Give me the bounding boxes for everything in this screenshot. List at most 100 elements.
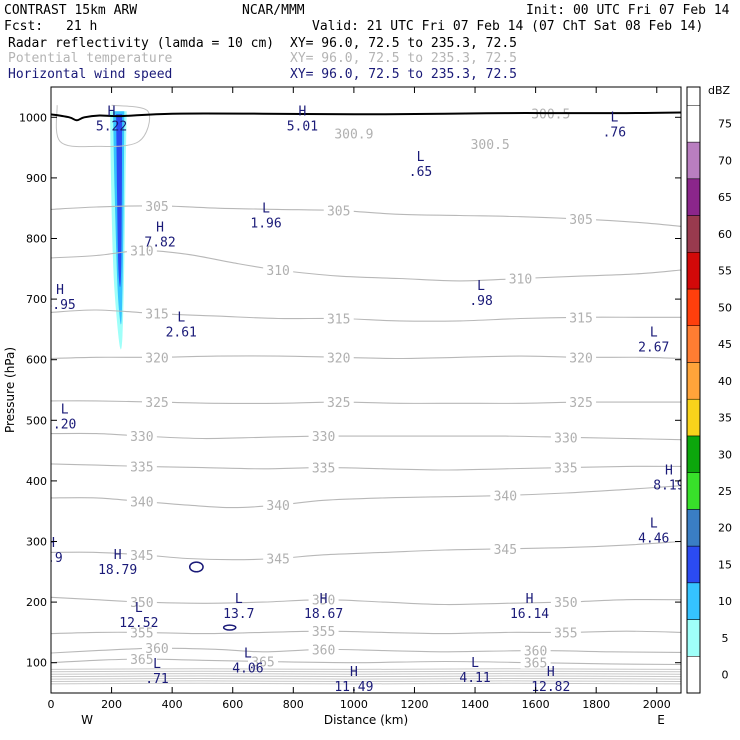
theta-label-bg — [142, 350, 173, 364]
colorbar-tick-label: 40 — [718, 375, 732, 388]
plot-frame — [50, 86, 682, 694]
wind-extremum-type: H — [114, 548, 122, 563]
colorbar-bin-60 — [686, 215, 701, 253]
theta-label-335: 335 — [554, 462, 577, 477]
wind-extremum-type: L — [153, 657, 161, 672]
theta-upper-band-line — [51, 673, 681, 675]
theta-label-bg — [520, 655, 551, 669]
wind-extremum-type: H — [156, 221, 164, 236]
wind-extremum-value: 4.11 — [459, 671, 490, 686]
wind-extremum-value: 8.19 — [653, 479, 684, 494]
theta-label-310: 310 — [130, 245, 153, 260]
x-tick-label: 0 — [48, 698, 55, 711]
theta-label-bg — [490, 488, 521, 502]
colorbar-tick-label: 65 — [718, 191, 732, 204]
colorbar-bin-20 — [686, 509, 701, 547]
wind-extremum-type: L — [61, 402, 69, 417]
x-tick-label: 1400 — [461, 698, 489, 711]
theta-label-bg — [566, 350, 597, 364]
theta-label-bg — [126, 494, 157, 508]
valid-time: Valid: 21 UTC Fri 07 Feb 14 (07 ChT Sat … — [312, 19, 703, 34]
wind-speed-contour — [188, 561, 204, 573]
org-label: NCAR/MMM — [242, 3, 305, 18]
colorbar-tick-label: 30 — [718, 448, 732, 461]
theta-label-bg — [248, 654, 279, 668]
y-tick-label: 900 — [26, 172, 47, 185]
theta-label-330: 330 — [554, 431, 577, 446]
field-xy-wind: XY= 96.0, 72.5 to 235.3, 72.5 — [290, 67, 517, 82]
wind-extremum-value: 12.82 — [531, 680, 570, 695]
x-tick-label: 200 — [101, 698, 122, 711]
colorbar-tick-label: 10 — [718, 595, 732, 608]
theta-label-360: 360 — [145, 642, 168, 657]
theta-label-305: 305 — [569, 213, 592, 228]
theta-label-bg — [126, 429, 157, 443]
theta-label-310: 310 — [266, 264, 289, 279]
figure-header: CONTRAST 15km ARW NCAR/MMM Init: 00 UTC … — [4, 3, 730, 82]
theta-label-340: 340 — [266, 499, 289, 514]
y-tick-label: 600 — [26, 354, 47, 367]
theta-upper-band-line — [51, 680, 681, 683]
theta-label-335: 335 — [130, 460, 153, 475]
theta-label-330: 330 — [312, 430, 335, 445]
theta-label-bg — [308, 429, 339, 443]
wind-extremum-value: 2.67 — [638, 340, 669, 355]
theta-label-bg — [323, 350, 354, 364]
wind-extremum-type: H — [665, 464, 673, 479]
y-tick-label: 1000 — [19, 111, 47, 124]
wind-extremum-value: .71 — [145, 672, 168, 687]
theta-label-365: 365 — [524, 657, 547, 672]
colorbar-tick-label: 0 — [722, 669, 729, 682]
theta-label-bg — [142, 198, 173, 212]
theta-label-355: 355 — [554, 626, 577, 641]
wind-extremum-type: L — [135, 601, 143, 616]
theta-label-315: 315 — [327, 312, 350, 327]
wind-extremum-type: H — [320, 592, 328, 607]
theta-upper-band-line — [51, 682, 681, 685]
y-tick-label: 500 — [26, 414, 47, 427]
colorbar-unit: dBZ — [708, 84, 731, 97]
west-label: W — [81, 713, 93, 727]
x-tick-label: 600 — [222, 698, 243, 711]
wind-extremum-value: 7.82 — [144, 236, 175, 251]
theta-label-bg — [566, 212, 597, 226]
theta-label-360: 360 — [312, 643, 335, 658]
wind-extremum-type: L — [477, 279, 485, 294]
wind-extremum-type: H — [108, 104, 116, 119]
field-name-wind: Horizontal wind speed — [8, 67, 172, 82]
wind-extremum-type: H — [298, 104, 306, 119]
colorbar-tick-label: 60 — [718, 228, 732, 241]
theta-label-bg — [550, 625, 581, 639]
y-tick-label: 400 — [26, 475, 47, 488]
x-axis-title: Distance (km) — [324, 713, 408, 727]
wind-extremum-value: 16.14 — [510, 607, 549, 622]
theta-label-bg — [550, 595, 581, 609]
wind-extremum-type: L — [244, 647, 252, 662]
wind-extremum-type: L — [650, 325, 658, 340]
east-label: E — [657, 713, 665, 727]
theta-label-340: 340 — [494, 489, 517, 504]
theta-label-bg — [263, 551, 294, 565]
wind-extremum-type: H — [56, 283, 64, 298]
colorbar-tick-label: 15 — [718, 558, 732, 571]
colorbar-tick-label: 20 — [718, 522, 732, 535]
reflectivity-15dbz-2 — [116, 114, 123, 287]
theta-label-bg — [142, 306, 173, 320]
colorbar-bin-35 — [686, 398, 701, 437]
colorbar-bin-75 — [686, 105, 701, 143]
wind-extremum-value: 1.96 — [250, 216, 281, 231]
theta-label-bg — [323, 311, 354, 325]
theta-label-305: 305 — [327, 205, 350, 220]
wind-extremum-value: 5.01 — [287, 119, 318, 134]
theta-label-bg — [263, 263, 294, 277]
theta-label-bg — [126, 547, 157, 561]
x-tick-label: 1000 — [340, 698, 368, 711]
x-tick-label: 1600 — [522, 698, 550, 711]
colorbar-tick-label: 25 — [718, 485, 732, 498]
x-tick-label: 800 — [283, 698, 304, 711]
wind-extremum-value: .76 — [603, 125, 626, 140]
theta-label-315: 315 — [569, 311, 592, 326]
theta-minor-label: 300.5 — [471, 138, 510, 153]
field-xy-reflectivity: XY= 96.0, 72.5 to 235.3, 72.5 — [290, 36, 517, 51]
